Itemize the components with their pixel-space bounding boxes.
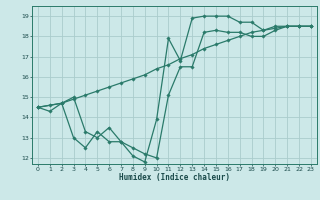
X-axis label: Humidex (Indice chaleur): Humidex (Indice chaleur): [119, 173, 230, 182]
